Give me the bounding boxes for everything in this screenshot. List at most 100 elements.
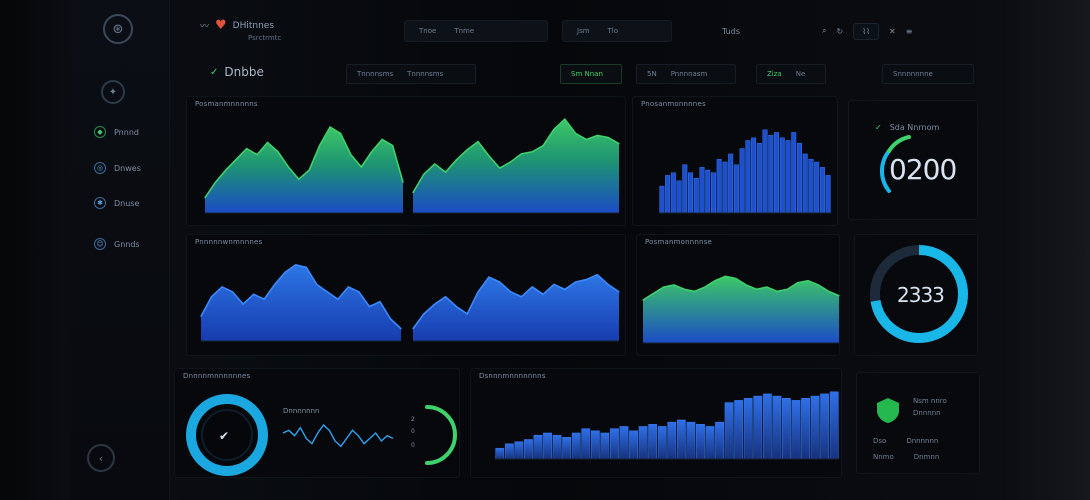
sidebar-item-4[interactable]: ☺ Gnnds [94,234,164,254]
menu-icon[interactable]: ≡ [905,26,913,36]
data-point [423,173,425,175]
data-point [642,299,644,301]
line-series [282,423,394,448]
data-point [477,291,479,293]
data-point [235,158,237,160]
app-logo-icon[interactable]: ⊛ [103,14,133,44]
bar [734,400,744,460]
top-tab[interactable]: Tnoe [419,27,437,35]
kpi-card-2: 2333 [854,234,978,356]
bar [638,426,648,460]
data-point [284,271,286,273]
data-point [797,282,799,284]
data-point [564,118,566,120]
filter-3[interactable]: 5N Pnnnnasm [636,64,736,84]
data-point [266,141,269,144]
area-series [205,127,403,213]
brand[interactable]: 〰 ♥ DHitnnes [200,18,274,33]
area-line [200,263,402,330]
bar [562,437,572,460]
bar [514,441,524,460]
search-icon[interactable]: ⌕ [822,26,827,35]
brand-subtitle: Psrctrmtc [248,34,282,42]
chart-icon[interactable]: ⌇⌇ [853,22,879,40]
panel-bars-bottom: Dsnnnmnnnnnnns [470,368,842,478]
filter-label: 5N [647,70,657,78]
data-point [225,169,227,171]
kpi-card-1: ✓ Sda Nnrnom 0200 [848,100,978,220]
data-point [210,296,213,298]
check-icon: ✓ [875,123,882,132]
area-line [412,273,620,330]
bar [688,172,693,214]
collapse-icon[interactable]: ‹ [87,444,115,472]
data-point [509,291,512,293]
data-point [455,306,457,308]
data-point [246,148,248,150]
bar [796,142,802,214]
data-point [585,138,588,141]
filter-2[interactable]: Sm Nnan [560,64,622,84]
data-point [477,141,479,143]
bar [600,432,610,460]
data-point [673,284,675,286]
sidebar-item-label: Pnnnd [114,127,139,137]
filter-5[interactable]: Snnnnnnne [882,64,974,84]
sidebar-item-label: Dnwes [114,163,141,173]
panel-title: Posmanmnnnnns [195,100,258,108]
area-series [413,274,619,341]
panel-title: Dsnnnmnnnnnnns [479,372,546,380]
top-tab-group-2: Jsm Tlo [562,20,672,42]
data-point [618,143,620,145]
top-center-button[interactable]: Tuds [722,20,740,42]
sidebar-item-2[interactable]: ◎ Dnwes [94,158,164,178]
data-point [607,283,609,286]
top-tab[interactable]: Tlo [607,27,619,35]
close-icon[interactable]: ✕ [889,26,896,36]
data-point [564,288,566,290]
data-point [242,303,244,305]
svg-text:0: 0 [411,442,415,449]
area-series [413,119,619,213]
bar [756,142,762,214]
bar [657,426,667,460]
top-tab[interactable]: Tnme [454,27,475,35]
chart-area-1 [204,117,620,214]
top-tab[interactable]: Jsm [577,27,590,35]
data-point [499,167,501,169]
filter-4[interactable]: Ziza Ne [756,64,826,84]
bar [808,159,814,214]
data-point [499,281,501,283]
data-point [253,293,255,295]
data-point [652,292,654,295]
panel-area-mid: Pnnnnnwnmnnnes [186,234,626,356]
panel-title: Pnnnnnwnmnnnes [195,238,263,246]
bar [820,393,830,460]
sub-bar: ✓ Dnbbe Tnnnnsms Tnnnnsms Sm Nnan 5N Pnn… [196,62,978,86]
home-icon[interactable]: ✦ [101,80,125,104]
panel-donut-line: Dnnnnmnnnnnnes ✔ Dnnnnnnn 2 0 0 [174,368,460,478]
bar [705,426,715,460]
svg-text:✔: ✔ [219,429,229,443]
bar [571,432,581,460]
data-point [350,154,352,156]
sidebar-item-1[interactable]: ◆ Pnnnd [94,122,164,142]
bar [676,419,686,460]
data-point [531,286,533,288]
bar [743,398,753,460]
data-point [308,169,310,171]
data-point [221,286,223,288]
sidebar-item-3[interactable]: ✱ Dnuse [94,193,164,213]
bar [724,402,734,460]
bar [801,398,810,460]
bar [819,167,825,214]
bar [705,169,711,214]
data-point [520,153,523,155]
data-point [412,192,414,194]
bar [552,434,562,460]
bar [733,164,739,214]
top-center-label: Tuds [722,26,740,36]
filter-1[interactable]: Tnnnnsms Tnnnnsms [346,64,476,84]
refresh-icon[interactable]: ↻ [836,26,844,36]
